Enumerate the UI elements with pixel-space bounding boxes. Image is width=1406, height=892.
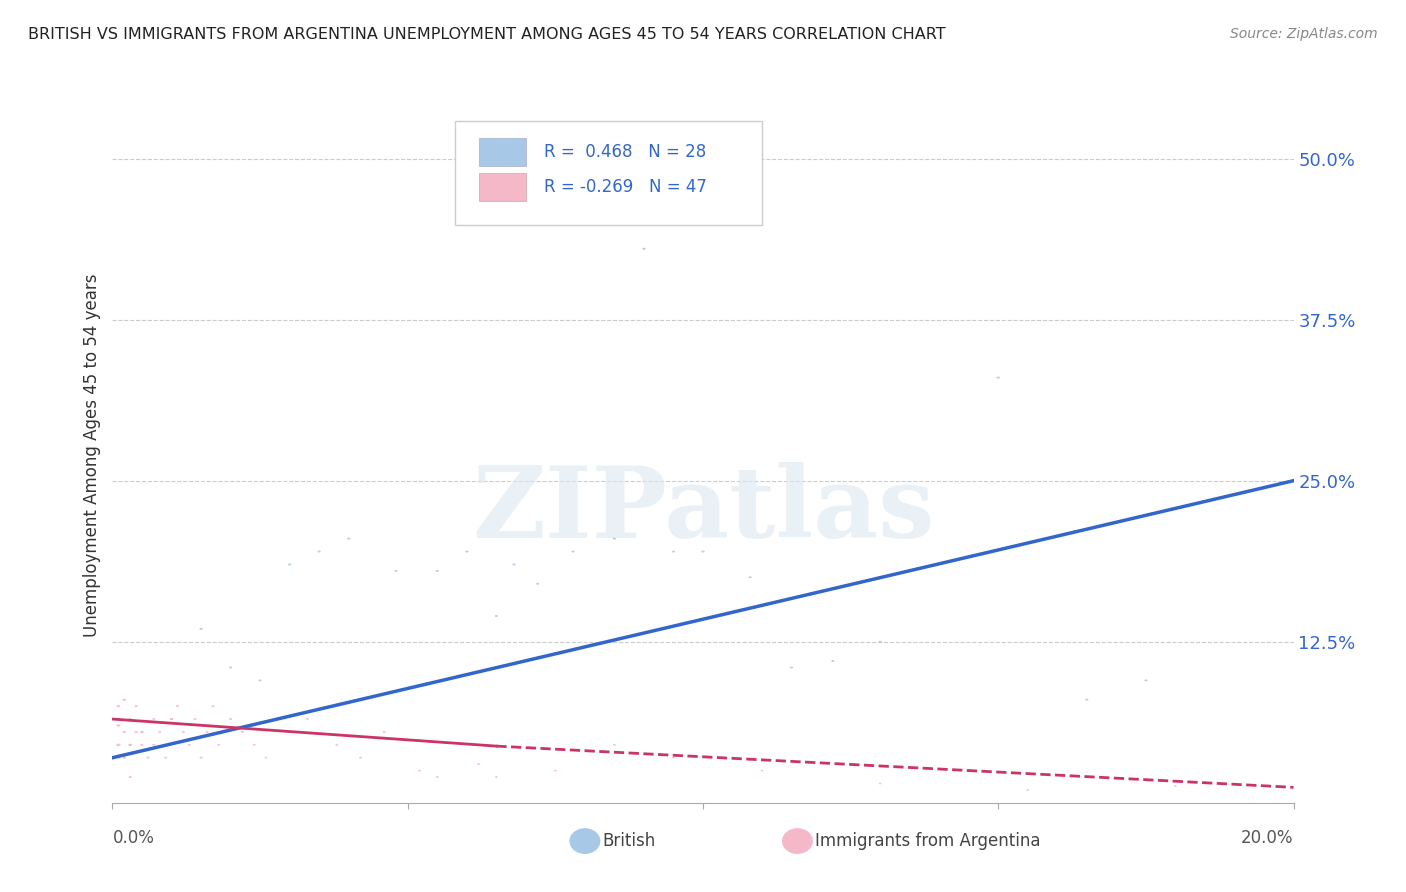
Text: British: British: [603, 832, 655, 850]
Text: Source: ZipAtlas.com: Source: ZipAtlas.com: [1230, 27, 1378, 41]
Text: R =  0.468   N = 28: R = 0.468 N = 28: [544, 144, 706, 161]
Text: R = -0.269   N = 47: R = -0.269 N = 47: [544, 178, 706, 196]
Text: Immigrants from Argentina: Immigrants from Argentina: [815, 832, 1040, 850]
Text: 20.0%: 20.0%: [1241, 830, 1294, 847]
FancyBboxPatch shape: [478, 138, 526, 166]
Text: BRITISH VS IMMIGRANTS FROM ARGENTINA UNEMPLOYMENT AMONG AGES 45 TO 54 YEARS CORR: BRITISH VS IMMIGRANTS FROM ARGENTINA UNE…: [28, 27, 946, 42]
FancyBboxPatch shape: [478, 173, 526, 201]
Y-axis label: Unemployment Among Ages 45 to 54 years: Unemployment Among Ages 45 to 54 years: [83, 273, 101, 637]
Ellipse shape: [569, 829, 599, 854]
Ellipse shape: [117, 725, 120, 726]
FancyBboxPatch shape: [456, 121, 762, 226]
Text: ZIPatlas: ZIPatlas: [472, 462, 934, 559]
Ellipse shape: [117, 744, 120, 746]
Text: 0.0%: 0.0%: [112, 830, 155, 847]
Ellipse shape: [783, 829, 813, 854]
